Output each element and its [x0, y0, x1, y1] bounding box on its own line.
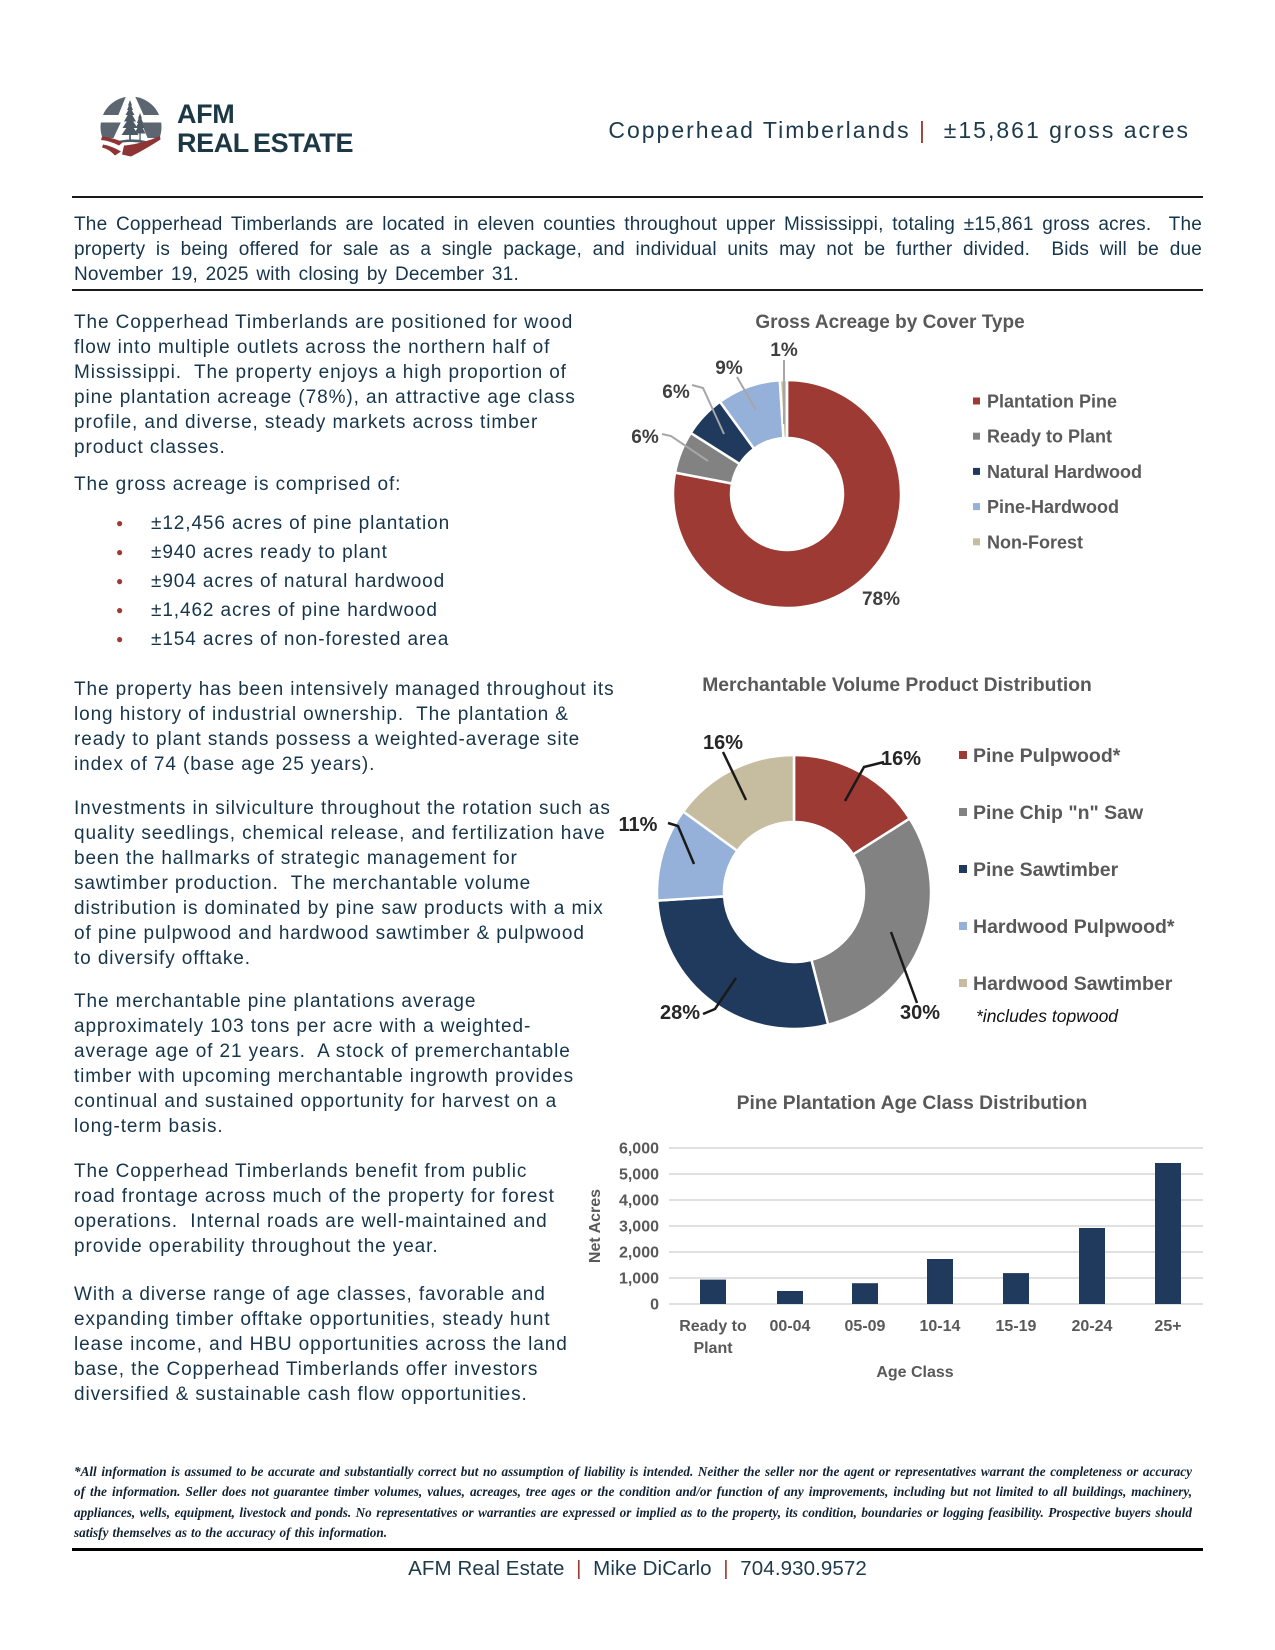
svg-text:16%: 16%: [881, 748, 921, 770]
svg-text:6,000: 6,000: [619, 1141, 659, 1158]
svg-text:25+: 25+: [1154, 1318, 1181, 1335]
svg-text:6%: 6%: [662, 382, 690, 403]
svg-text:Gross Acreage by Cover Type: Gross Acreage by Cover Type: [755, 312, 1024, 333]
svg-text:10-14: 10-14: [920, 1318, 961, 1335]
svg-text:Hardwood Sawtimber: Hardwood Sawtimber: [973, 973, 1173, 995]
svg-text:78%: 78%: [862, 589, 900, 610]
svg-text:*includes topwood: *includes topwood: [976, 1006, 1119, 1026]
svg-text:30%: 30%: [900, 1002, 940, 1024]
svg-text:00-04: 00-04: [770, 1318, 811, 1335]
svg-text:5,000: 5,000: [619, 1167, 659, 1184]
svg-text:Ready to Plant: Ready to Plant: [987, 427, 1112, 447]
svg-text:Non-Forest: Non-Forest: [987, 532, 1083, 552]
svg-text:Natural Hardwood: Natural Hardwood: [987, 462, 1142, 482]
svg-text:Net Acres: Net Acres: [587, 1189, 604, 1263]
svg-text:9%: 9%: [715, 358, 743, 379]
svg-text:Hardwood Pulpwood*: Hardwood Pulpwood*: [973, 916, 1175, 938]
svg-text:Pine-Hardwood: Pine-Hardwood: [987, 497, 1119, 517]
svg-text:Pine Plantation Age Class Dist: Pine Plantation Age Class Distribution: [737, 1093, 1088, 1114]
svg-text:11%: 11%: [619, 814, 658, 836]
svg-text:Plant: Plant: [693, 1340, 733, 1357]
svg-text:Pine Chip "n" Saw: Pine Chip "n" Saw: [973, 802, 1144, 824]
svg-text:28%: 28%: [660, 1002, 700, 1024]
svg-text:0: 0: [650, 1297, 659, 1314]
svg-text:15-19: 15-19: [996, 1318, 1037, 1335]
svg-text:1,000: 1,000: [619, 1271, 659, 1288]
svg-text:Age Class: Age Class: [876, 1364, 953, 1381]
svg-text:Plantation Pine: Plantation Pine: [987, 392, 1117, 412]
svg-text:3,000: 3,000: [619, 1219, 659, 1236]
svg-text:16%: 16%: [703, 732, 743, 754]
svg-text:4,000: 4,000: [619, 1193, 659, 1210]
svg-text:1%: 1%: [770, 340, 798, 361]
svg-text:Pine Sawtimber: Pine Sawtimber: [973, 859, 1119, 881]
svg-text:Pine Pulpwood*: Pine Pulpwood*: [973, 745, 1121, 767]
svg-text:Merchantable Volume Product Di: Merchantable Volume Product Distribution: [702, 675, 1092, 696]
svg-text:6%: 6%: [631, 427, 659, 448]
svg-text:2,000: 2,000: [619, 1245, 659, 1262]
svg-text:Ready to: Ready to: [679, 1318, 747, 1335]
svg-text:20-24: 20-24: [1072, 1318, 1113, 1335]
svg-text:05-09: 05-09: [845, 1318, 886, 1335]
